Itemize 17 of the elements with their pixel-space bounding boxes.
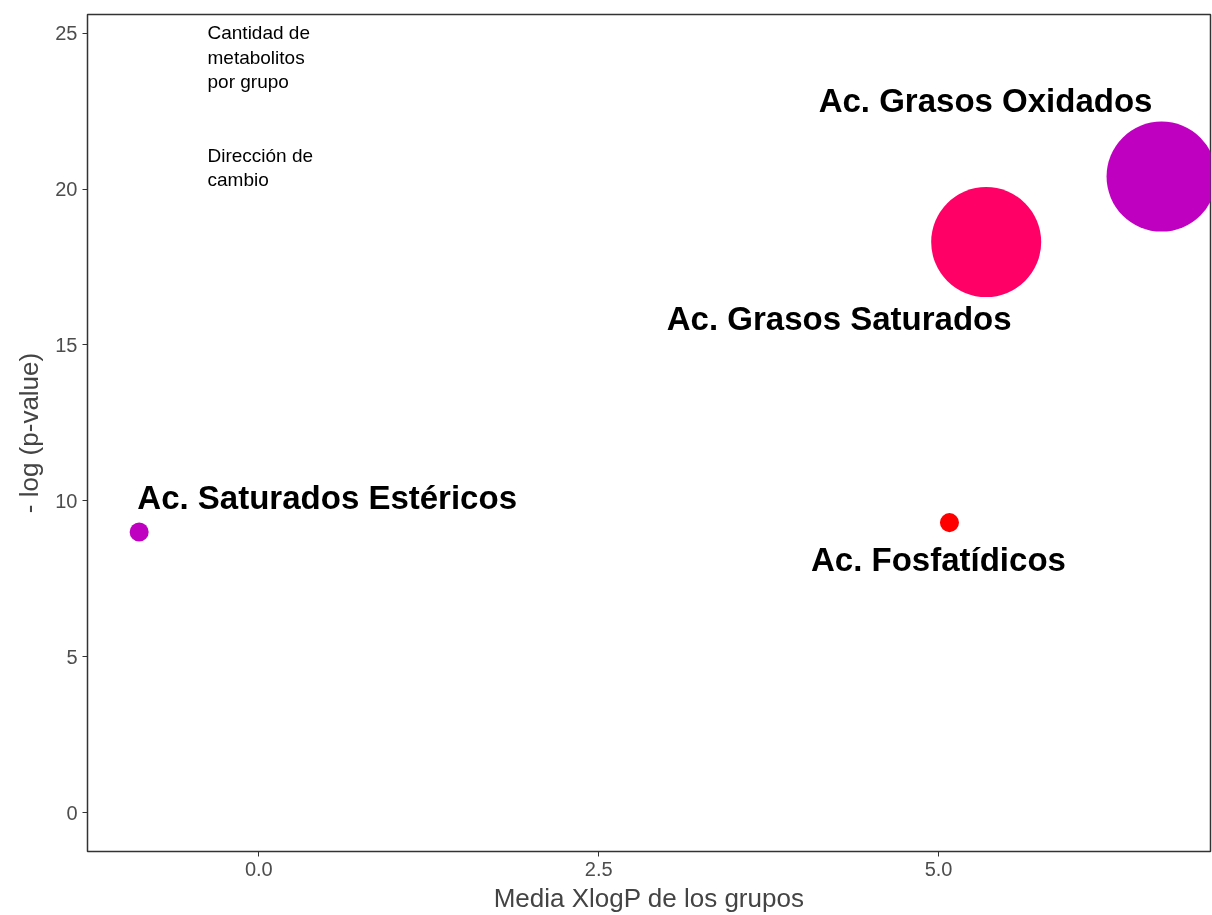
y-tick-label: 5 — [66, 645, 78, 668]
x-tick-label: 5.0 — [924, 857, 953, 880]
y-tick-label: 10 — [55, 489, 78, 512]
y-tick-label: 25 — [55, 22, 78, 45]
y-tick-label: 0 — [66, 801, 78, 824]
x-axis-title: Media XlogP de los grupos — [493, 882, 804, 913]
x-tick-label: 2.5 — [584, 857, 613, 880]
annotation: Cantidad de metabolitos por grupo — [207, 22, 310, 92]
y-tick-label: 15 — [55, 333, 78, 356]
y-axis-title: - log (p-value) — [14, 352, 45, 514]
annotation: Ac. Fosfatídicos — [811, 541, 1066, 579]
annotation: Dirección de cambio — [207, 145, 314, 191]
annotation: Ac. Grasos Oxidados — [818, 82, 1153, 120]
annotation: Ac. Grasos Saturados — [666, 299, 1012, 337]
x-tick-label: 0.0 — [244, 857, 273, 880]
annotation: Ac. Saturados Estéricos — [137, 479, 517, 517]
y-tick-label: 20 — [55, 178, 78, 201]
